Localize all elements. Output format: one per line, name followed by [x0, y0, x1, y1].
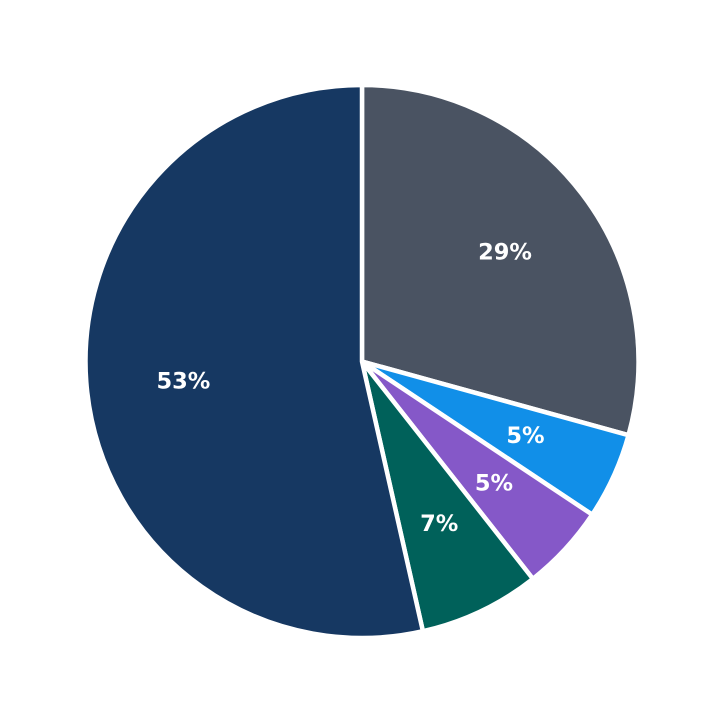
- slice-label-4: 53%: [156, 368, 210, 394]
- pie-slice-3: [359, 359, 536, 634]
- slice-label-0: 29%: [478, 240, 532, 266]
- slice-label-3: 7%: [420, 511, 458, 537]
- pie-slice-0: [359, 82, 641, 438]
- slice-label-1: 5%: [506, 423, 544, 449]
- pie-slice-4: [83, 82, 426, 641]
- slice-label-2: 5%: [475, 470, 513, 496]
